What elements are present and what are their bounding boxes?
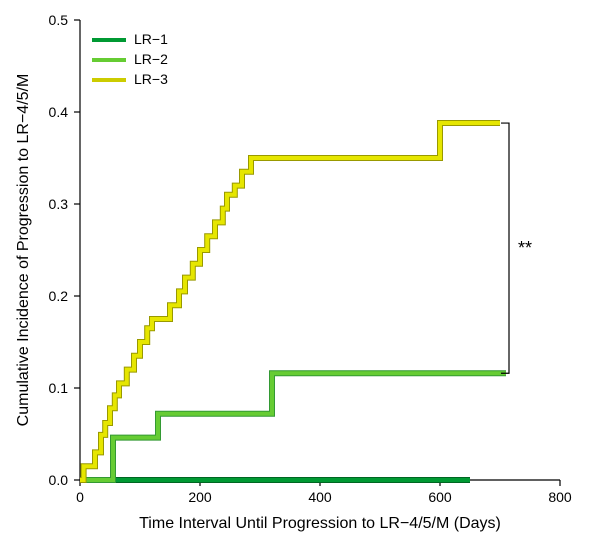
y-tick-label: 0.1 xyxy=(49,380,69,396)
x-tick-label: 600 xyxy=(428,489,452,505)
legend-label: LR−3 xyxy=(134,71,168,87)
x-tick-label: 0 xyxy=(76,489,84,505)
series-line xyxy=(80,123,500,480)
legend-label: LR−1 xyxy=(134,31,168,47)
y-tick-label: 0.3 xyxy=(49,196,69,212)
x-tick-label: 200 xyxy=(188,489,212,505)
x-tick-label: 400 xyxy=(308,489,332,505)
y-tick-label: 0.0 xyxy=(49,472,69,488)
y-tick-label: 0.2 xyxy=(49,288,69,304)
significance-bracket xyxy=(501,123,509,373)
y-tick-label: 0.5 xyxy=(49,12,69,28)
significance-label: ** xyxy=(518,238,532,258)
legend-label: LR−2 xyxy=(134,51,168,67)
y-axis-label: Cumulative Incidence of Progression to L… xyxy=(15,74,32,427)
cumulative-incidence-chart: 0 200 400 600 800 Time Interval Until Progres… xyxy=(0,0,600,546)
series-line-outline xyxy=(80,373,506,480)
series-line xyxy=(80,373,506,480)
series-line-outline xyxy=(80,123,500,480)
y-tick-label: 0.4 xyxy=(49,104,69,120)
x-axis-label: Time Interval Until Progression to LR−4/… xyxy=(139,515,501,532)
x-tick-label: 800 xyxy=(548,489,572,505)
